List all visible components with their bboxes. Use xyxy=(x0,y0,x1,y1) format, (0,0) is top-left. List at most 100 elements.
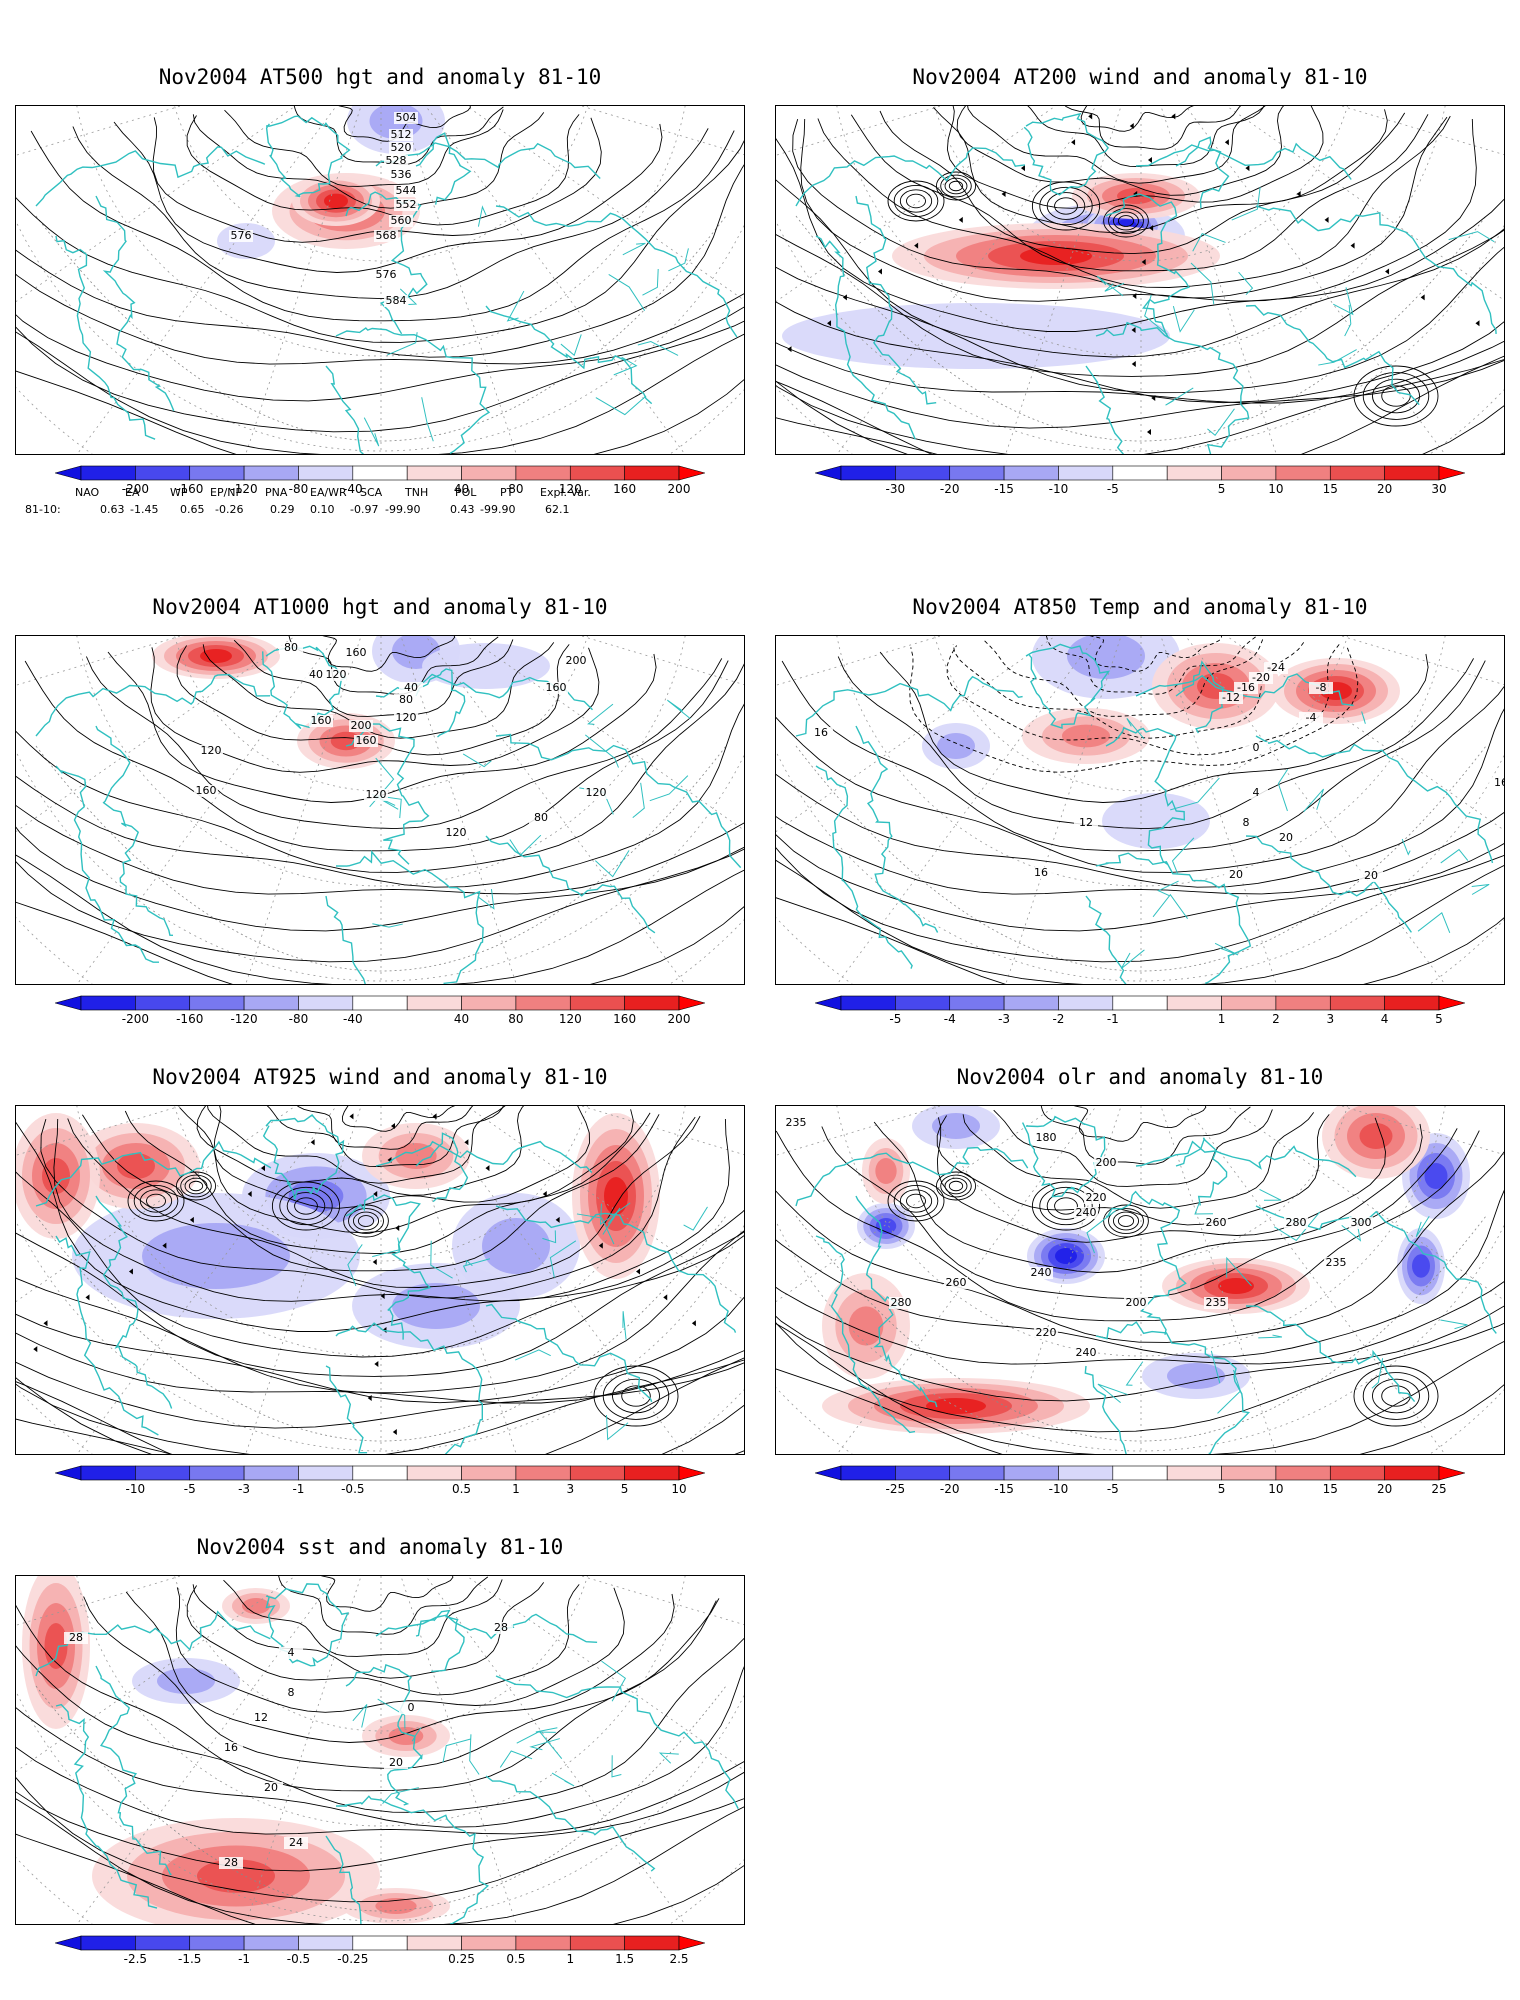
coastline xyxy=(795,675,1023,737)
country-border xyxy=(608,273,646,311)
contour-label: 260 xyxy=(1206,1216,1227,1229)
index-header: PT xyxy=(500,486,514,499)
contour-label: 24 xyxy=(289,1836,303,1849)
colorbar-arrow-left xyxy=(55,1465,82,1481)
closed-contour xyxy=(1372,378,1420,414)
country-border xyxy=(1303,788,1325,813)
country-border xyxy=(372,923,403,928)
colorbar-segment xyxy=(406,465,462,481)
index-value: -1.45 xyxy=(130,503,159,516)
graticule-circle xyxy=(76,1576,686,1827)
streamline xyxy=(16,1171,744,1358)
closed-contour xyxy=(1054,197,1078,215)
anomaly-shading xyxy=(242,1598,270,1614)
country-border xyxy=(529,1738,560,1751)
streamline xyxy=(196,1106,525,1196)
colorbar-tick-label: 1 xyxy=(566,1952,575,1966)
contour-label-bg xyxy=(1219,692,1243,704)
index-value-row: 81-10: 0.63 -1.45 0.65 -0.26 0.29 0.10 -0.97 -99… xyxy=(20,503,720,520)
country-border xyxy=(668,248,689,272)
contour-line xyxy=(776,708,1504,888)
colorbar-arrow-left xyxy=(55,1935,82,1951)
closed-contour xyxy=(1039,186,1093,226)
coastline xyxy=(1095,321,1250,454)
colorbar-tick-label: -120 xyxy=(230,482,258,496)
contour-line xyxy=(993,1109,1273,1187)
country-border xyxy=(1097,1383,1128,1403)
index-header: NAO xyxy=(75,486,100,499)
contour-label: 576 xyxy=(376,268,397,281)
streamline xyxy=(341,1106,456,1132)
colorbar: -200 -160 -120 -80 -40 40 80 120 160 200 xyxy=(55,995,705,1031)
closed-contour xyxy=(944,177,968,195)
colorbar-tick-label: 1 xyxy=(1217,1012,1226,1026)
closed-contour xyxy=(940,174,972,198)
closed-contour xyxy=(139,1189,173,1213)
closed-contour xyxy=(1372,1378,1420,1414)
contour-line xyxy=(233,639,514,717)
stream-arrowhead xyxy=(1141,259,1146,265)
colorbar-tick-label: -2 xyxy=(1052,1012,1065,1026)
anomaly-shading xyxy=(42,1158,70,1194)
closed-contour xyxy=(1362,1372,1430,1420)
anomaly-shading xyxy=(1424,1163,1448,1189)
stream-arrowhead xyxy=(247,1190,252,1197)
contour-line xyxy=(946,644,1340,756)
colorbar-segment xyxy=(1221,995,1277,1011)
contour-label: 160 xyxy=(196,784,217,797)
closed-contour xyxy=(602,1372,670,1420)
colorbar-tick-label: -80 xyxy=(288,482,309,496)
index-value: 0.29 xyxy=(270,503,295,516)
colorbar-tick-label: -15 xyxy=(994,482,1014,496)
stream-arrowhead xyxy=(1475,320,1480,327)
country-border xyxy=(584,734,619,768)
colorbar-segment xyxy=(243,1935,299,1951)
colorbar-tick-label: -10 xyxy=(1048,1482,1069,1496)
colorbar-segment xyxy=(840,1465,896,1481)
contour-label: -20 xyxy=(1252,671,1270,684)
streamline xyxy=(16,1122,744,1332)
graticule-meridian xyxy=(400,1576,517,1924)
graticule-meridian xyxy=(580,636,744,686)
coastline xyxy=(1255,735,1494,864)
contour-label: 16 xyxy=(814,726,828,739)
colorbar-tick-label: 1.5 xyxy=(615,1952,635,1966)
stream-arrowhead xyxy=(128,1268,133,1275)
anomaly-shading xyxy=(1020,247,1092,265)
anomaly-shading xyxy=(44,1623,68,1669)
country-border xyxy=(421,397,434,442)
closed-contour xyxy=(1046,1192,1086,1220)
colorbar: -25 -20 -15 -10 -5 5 10 15 20 25 xyxy=(815,1465,1465,1501)
graticule-meridian xyxy=(245,636,362,984)
country-border xyxy=(542,1230,557,1244)
graticule-meridian xyxy=(400,106,517,454)
coastline xyxy=(95,725,174,936)
contour-label: 16 xyxy=(224,1741,238,1754)
coastline xyxy=(262,1114,345,1200)
streamline xyxy=(67,1115,701,1288)
country-border xyxy=(1214,942,1239,956)
colorbar-tick-label: 200 xyxy=(667,1012,691,1026)
colorbar-tick-label: -5 xyxy=(1106,1482,1119,1496)
stream-arrowhead xyxy=(1224,139,1229,146)
colorbar-tick-label: -0.25 xyxy=(337,1952,369,1966)
colorbar-tick-label: 20 xyxy=(1376,1482,1393,1496)
contour-label: 560 xyxy=(391,214,412,227)
contour-label: 235 xyxy=(786,1116,807,1129)
colorbar-tick-label: 0.25 xyxy=(448,1952,475,1966)
country-border xyxy=(1172,306,1195,333)
closed-contour xyxy=(188,1180,204,1192)
colorbar-tick-label: 0.5 xyxy=(451,1482,472,1496)
contour-label: 120 xyxy=(201,744,222,757)
closed-contour xyxy=(948,1180,964,1192)
colorbar-segment xyxy=(461,1465,517,1481)
contour-label-bg xyxy=(1094,1157,1118,1169)
contour-label: 16 xyxy=(1494,776,1505,789)
stream-arrowhead xyxy=(787,346,792,353)
contour-label: 120 xyxy=(586,786,607,799)
contour-label: 528 xyxy=(386,154,407,167)
contour-line xyxy=(16,1666,744,1828)
closed-contour xyxy=(184,1177,208,1195)
contour-label-bg xyxy=(219,1857,243,1869)
coastline xyxy=(1085,895,1127,984)
